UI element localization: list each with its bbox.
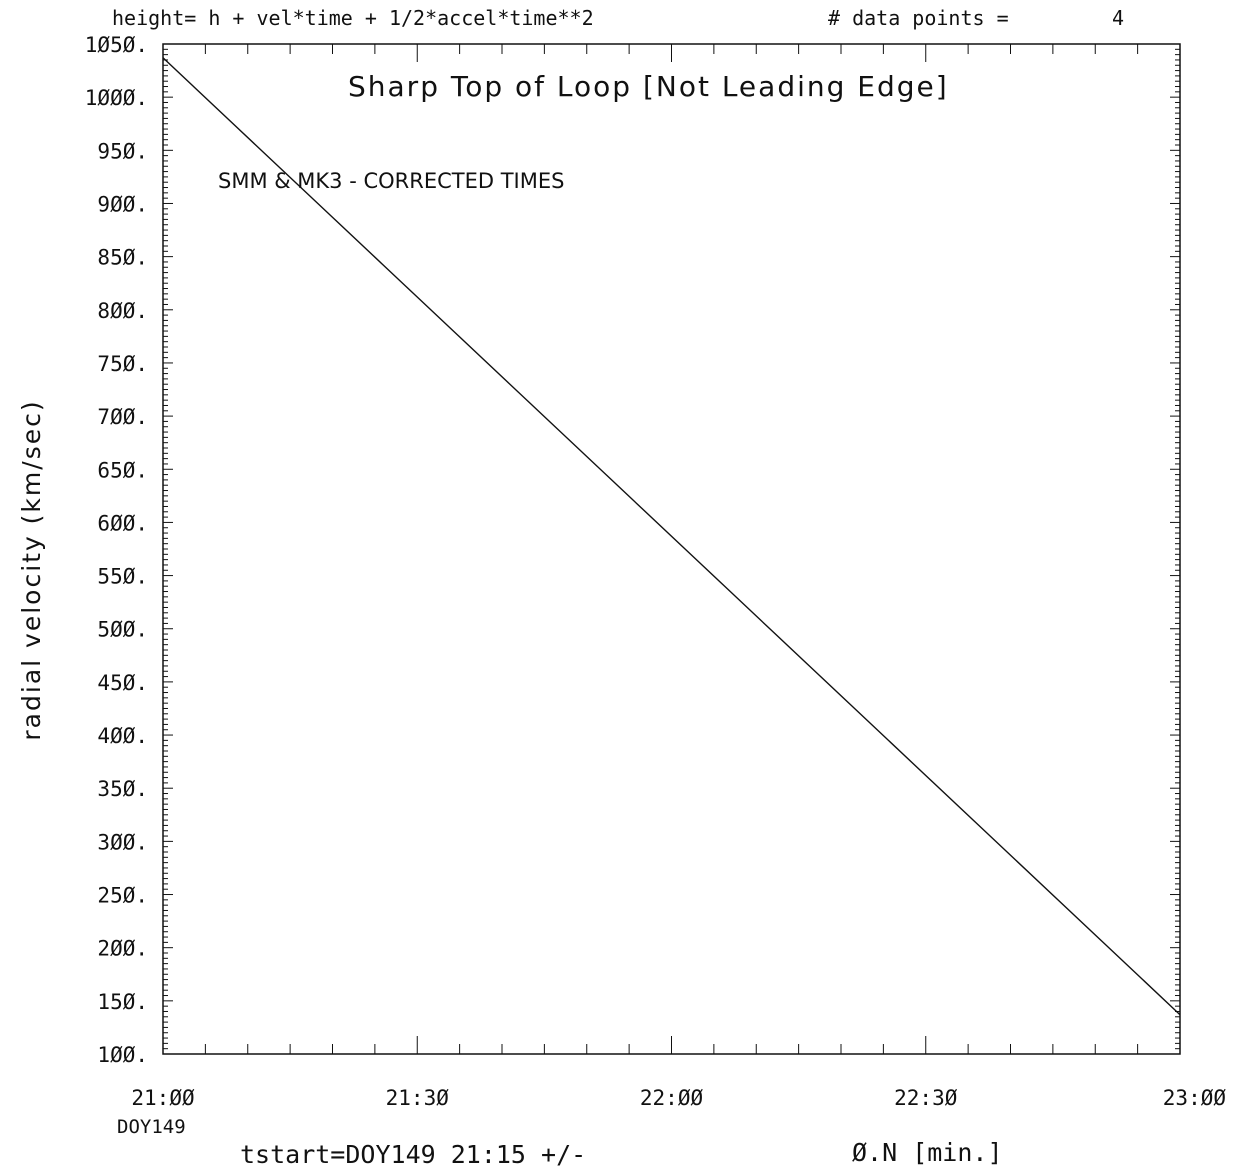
y-tick-label: 5ØØ. [97, 618, 148, 642]
x-axis-title-suffix: Ø.N [min.] [852, 1138, 1003, 1167]
x-axis-labels: 21:ØØ 21:3Ø 22:ØØ 22:3Ø 23:ØØ [131, 1086, 1226, 1110]
y-tick-label: 85Ø. [97, 246, 148, 270]
y-tick-label: 15Ø. [97, 990, 148, 1014]
y-tick-label: 95Ø. [97, 139, 148, 163]
y-tick-label: 1Ø5Ø. [85, 33, 148, 57]
y-axis-title: radial velocity (km/sec) [17, 399, 46, 740]
y-tick-label: 8ØØ. [97, 299, 148, 323]
y-tick-label: 25Ø. [97, 884, 148, 908]
x-axis-title: tstart=DOY149 21:15 +/- [240, 1140, 586, 1169]
y-tick-label: 4ØØ. [97, 724, 148, 748]
data-points-value: 4 [1112, 6, 1124, 30]
y-tick-label: 1ØØØ. [85, 86, 148, 110]
x-tick-label: 22:ØØ [640, 1086, 704, 1110]
plot-frame [162, 43, 1181, 1055]
x-tick-label: 21:ØØ [131, 1086, 195, 1110]
chart-title: Sharp Top of Loop [Not Leading Edge] [348, 70, 949, 103]
y-tick-label: 1ØØ. [97, 1043, 148, 1067]
y-tick-label: 65Ø. [97, 458, 148, 482]
y-axis-labels: 1Ø5Ø. 1ØØØ. 95Ø. 9ØØ. 85Ø. 8ØØ. 75Ø. 7ØØ. 65Ø. 6Ø… [85, 33, 148, 1067]
y-tick-label: 9ØØ. [97, 192, 148, 216]
y-tick-label: 55Ø. [97, 565, 148, 589]
y-tick-label: 7ØØ. [97, 405, 148, 429]
x-sub-label: DOY149 [117, 1116, 186, 1138]
tick-marks [163, 43, 1180, 1055]
formula-header: height= h + vel*time + 1/2*accel*time**2 [112, 6, 594, 30]
x-tick-label: 23:ØØ [1163, 1086, 1227, 1110]
y-tick-label: 2ØØ. [97, 937, 148, 961]
x-tick-label: 21:3Ø [386, 1086, 450, 1110]
y-tick-label: 75Ø. [97, 352, 148, 376]
series-group [162, 57, 1181, 1016]
y-tick-label: 35Ø. [97, 777, 148, 801]
y-tick-label: 3ØØ. [97, 830, 148, 854]
series-line [162, 57, 1181, 1016]
y-tick-label: 6ØØ. [97, 511, 148, 535]
data-points-label: # data points = [828, 6, 1009, 30]
y-tick-label: 45Ø. [97, 671, 148, 695]
x-tick-label: 22:3Ø [894, 1086, 958, 1110]
chart-annotation: SMM & MK3 - CORRECTED TIMES [218, 169, 564, 193]
